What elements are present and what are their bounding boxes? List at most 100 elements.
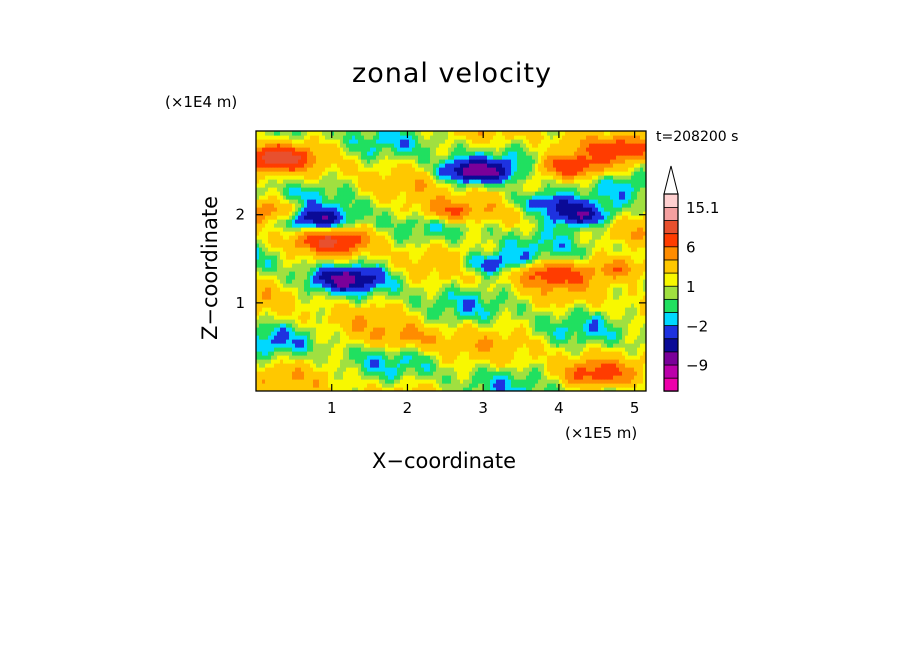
contour-cell [391, 351, 395, 356]
contour-cell [643, 323, 646, 328]
contour-cell [595, 275, 599, 280]
contour-cell [541, 363, 545, 368]
contour-cell [373, 263, 377, 268]
contour-cell [628, 367, 632, 372]
contour-cell [379, 307, 383, 312]
contour-cell [340, 343, 344, 348]
contour-cell [259, 355, 263, 360]
contour-cell [472, 267, 476, 272]
contour-cell [430, 287, 434, 292]
contour-cell [301, 323, 305, 328]
contour-cell [490, 275, 494, 280]
contour-cell [556, 315, 560, 320]
contour-cell [556, 375, 560, 380]
contour-cell [283, 279, 287, 284]
contour-cell [457, 287, 461, 292]
contour-cell [319, 343, 323, 348]
contour-cell [598, 311, 602, 316]
contour-cell [490, 295, 494, 300]
contour-cell [520, 275, 524, 280]
contour-cell [541, 311, 545, 316]
contour-cell [454, 259, 458, 264]
contour-cell [280, 267, 284, 272]
contour-cell [397, 355, 401, 360]
contour-cell [469, 379, 473, 384]
contour-cell [325, 351, 329, 356]
contour-cell [301, 243, 305, 248]
contour-cell [532, 351, 536, 356]
contour-cell [340, 387, 344, 391]
contour-cell [496, 295, 500, 300]
contour-cell [451, 319, 455, 324]
contour-cell [469, 299, 473, 304]
contour-cell [322, 275, 326, 280]
contour-cell [574, 311, 578, 316]
contour-cell [490, 359, 494, 364]
contour-cell [421, 279, 425, 284]
contour-cell [487, 315, 491, 320]
contour-cell [310, 323, 314, 328]
contour-cell [589, 239, 593, 244]
contour-cell [370, 275, 374, 280]
contour-cell [601, 359, 605, 364]
contour-cell [307, 311, 311, 316]
contour-cell [271, 347, 275, 352]
contour-cell [427, 355, 431, 360]
contour-cell [619, 279, 623, 284]
contour-cell [637, 307, 641, 312]
contour-cell [316, 359, 320, 364]
contour-cell [592, 299, 596, 304]
contour-cell [343, 275, 347, 280]
contour-cell [259, 275, 263, 280]
contour-cell [607, 255, 611, 260]
contour-cell [430, 307, 434, 312]
contour-cell [604, 367, 608, 372]
contour-cell [268, 363, 272, 368]
contour-cell [484, 279, 488, 284]
contour-cell [298, 359, 302, 364]
contour-cell [448, 279, 452, 284]
contour-cell [466, 267, 470, 272]
contour-cell [328, 339, 332, 344]
contour-cell [577, 363, 581, 368]
contour-cell [280, 299, 284, 304]
contour-cell [343, 323, 347, 328]
contour-cell [289, 331, 293, 336]
contour-cell [286, 331, 290, 336]
contour-cell [463, 267, 467, 272]
contour-cell [469, 267, 473, 272]
contour-cell [640, 339, 644, 344]
contour-cell [382, 367, 386, 372]
contour-cell [517, 351, 521, 356]
contour-cell [259, 363, 263, 368]
contour-cell [409, 263, 413, 268]
contour-cell [313, 343, 317, 348]
contour-cell [637, 319, 641, 324]
contour-cell [571, 263, 575, 268]
contour-cell [403, 351, 407, 356]
contour-cell [490, 347, 494, 352]
contour-cell [364, 355, 368, 360]
contour-cell [628, 331, 632, 336]
contour-cell [304, 327, 308, 332]
contour-cell [418, 323, 422, 328]
contour-cell [367, 319, 371, 324]
contour-cell [256, 311, 260, 316]
contour-cell [436, 299, 440, 304]
contour-cell [451, 331, 455, 336]
contour-cell [301, 295, 305, 300]
contour-cell [499, 371, 503, 376]
contour-cell [370, 311, 374, 316]
contour-cell [601, 287, 605, 292]
contour-cell [277, 363, 281, 368]
contour-cell [421, 367, 425, 372]
contour-cell [535, 339, 539, 344]
contour-cell [418, 367, 422, 372]
contour-cell [493, 299, 497, 304]
contour-cell [595, 343, 599, 348]
contour-cell [445, 355, 449, 360]
contour-cell [499, 355, 503, 360]
contour-cell [616, 279, 620, 284]
contour-cell [274, 359, 278, 364]
contour-cell [385, 271, 389, 276]
